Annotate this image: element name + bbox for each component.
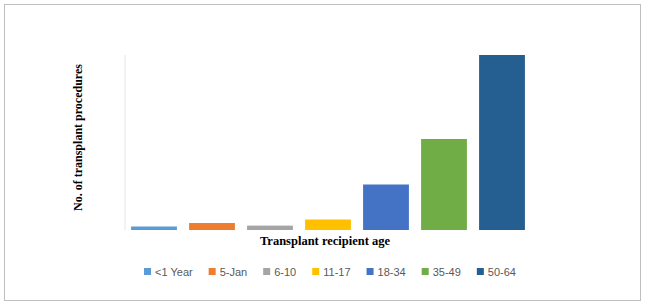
legend-swatch <box>367 268 374 275</box>
legend-swatch <box>312 268 319 275</box>
legend-label: 5-Jan <box>220 266 248 278</box>
legend-label: 18-34 <box>378 266 406 278</box>
legend-swatch <box>477 268 484 275</box>
bar <box>189 223 235 230</box>
bars <box>131 55 525 230</box>
y-axis-line <box>125 55 126 230</box>
legend-swatch <box>263 268 270 275</box>
chart-frame <box>5 5 641 301</box>
bar <box>421 139 467 230</box>
legend-label: 11-17 <box>323 266 350 278</box>
legend-label: 6-10 <box>274 266 296 278</box>
x-axis-label: Transplant recipient age <box>260 234 391 248</box>
y-axis-label: No. of transplant procedures <box>71 64 85 211</box>
legend-swatch <box>144 268 151 275</box>
legend-label: <1 Year <box>155 266 193 278</box>
bar <box>363 185 409 231</box>
legend-label: 35-49 <box>433 266 461 278</box>
legend-swatch <box>422 268 429 275</box>
legend-label: 50-64 <box>488 266 516 278</box>
bar <box>131 227 177 231</box>
legend: <1 Year 5-Jan 6-10 11-17 18-34 35-49 50-64 <box>144 266 516 278</box>
legend-swatch <box>209 268 216 275</box>
bar <box>305 220 351 231</box>
chart: Transplant recipient age No. of transplan… <box>0 0 645 305</box>
bar <box>247 226 293 230</box>
bar <box>479 55 525 230</box>
